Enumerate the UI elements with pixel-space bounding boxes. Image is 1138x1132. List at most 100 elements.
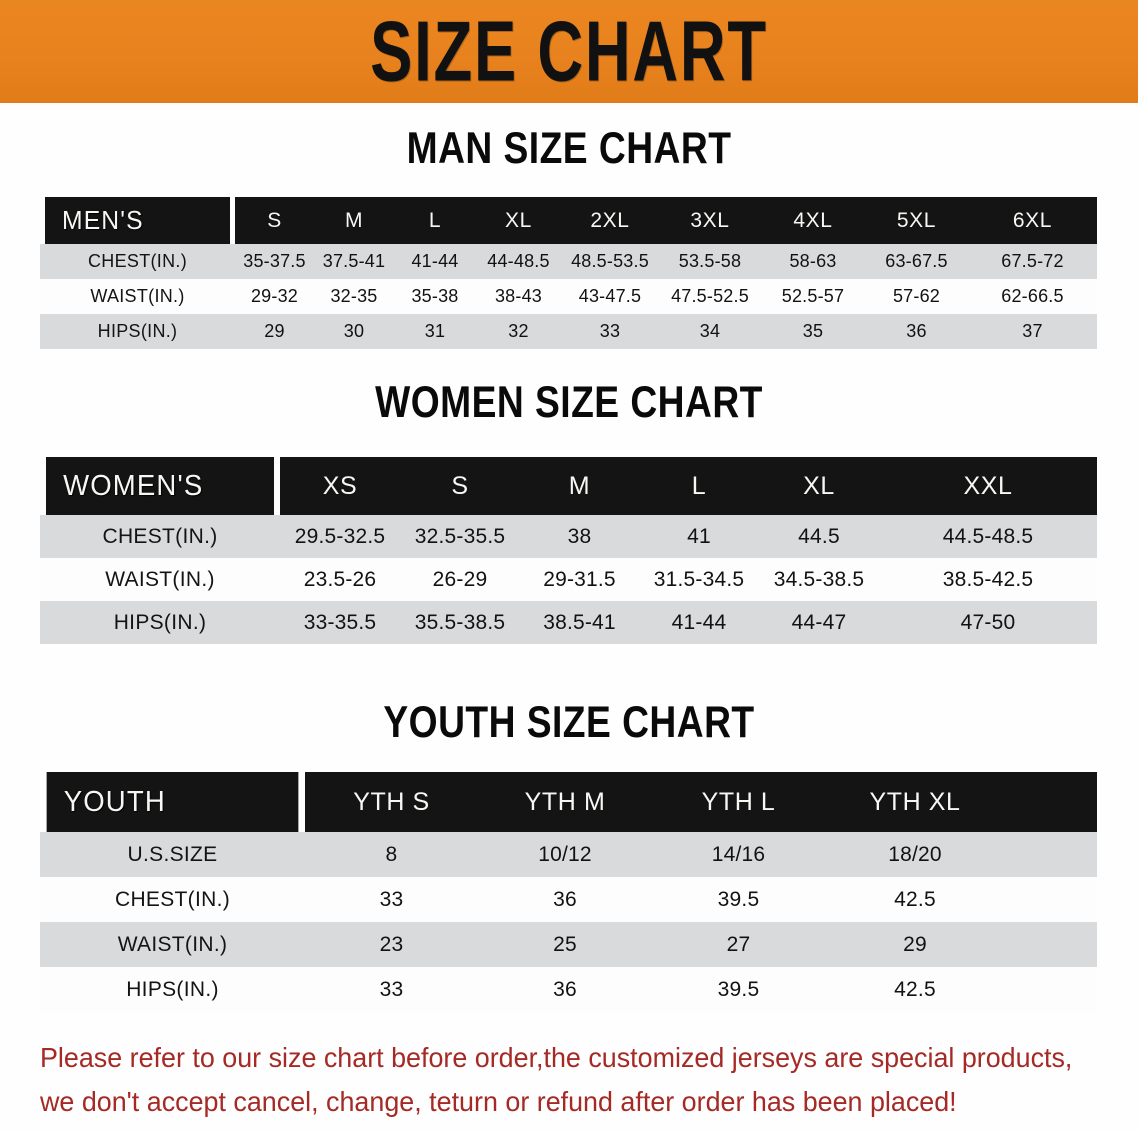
youth-size-col-0: YTH S	[305, 772, 478, 832]
man-cell-2-2: 31	[394, 314, 476, 349]
youth-row-label-3: HIPS(IN.)	[40, 967, 305, 1012]
man-cell-1-2: 35-38	[394, 279, 476, 314]
man-size-col-4: 2XL	[561, 197, 659, 244]
man-section-title: MAN SIZE CHART	[406, 123, 732, 174]
youth-cell-1-3: 42.5	[825, 877, 1005, 922]
youth-row-label-0: U.S.SIZE	[40, 832, 305, 877]
man-size-col-0: S	[235, 197, 314, 244]
man-cell-1-6: 52.5-57	[761, 279, 865, 314]
women-cell-1-0: 23.5-26	[280, 558, 400, 601]
youth-table-header-row: YOUTH YTH S YTH M YTH L YTH XL	[40, 772, 1097, 832]
disclaimer-line-2: we don't accept cancel, change, teturn o…	[40, 1086, 957, 1117]
women-row-label-2: HIPS(IN.)	[40, 601, 280, 644]
man-row-label-0: CHEST(IN.)	[40, 244, 235, 279]
youth-size-col-1: YTH M	[478, 772, 652, 832]
man-cell-0-0: 35-37.5	[235, 244, 314, 279]
man-cell-0-1: 37.5-41	[314, 244, 394, 279]
table-row: CHEST(IN.) 29.5-32.5 32.5-35.5 38 41 44.…	[40, 515, 1097, 558]
disclaimer-line-1: Please refer to our size chart before or…	[40, 1042, 1073, 1073]
man-cell-2-5: 34	[659, 314, 761, 349]
women-size-col-3: L	[639, 457, 759, 515]
youth-size-col-2: YTH L	[652, 772, 825, 832]
women-cell-2-4: 44-47	[759, 601, 879, 644]
youth-header-label: YOUTH	[46, 772, 299, 832]
man-size-table: MEN'S S M L XL 2XL 3XL 4XL 5XL 6XL CHEST…	[40, 197, 1097, 349]
man-row-label-1: WAIST(IN.)	[40, 279, 235, 314]
women-cell-0-4: 44.5	[759, 515, 879, 558]
man-cell-1-0: 29-32	[235, 279, 314, 314]
man-cell-2-6: 35	[761, 314, 865, 349]
youth-cell-3-spacer	[1005, 967, 1097, 1012]
man-cell-2-3: 32	[476, 314, 561, 349]
women-cell-2-3: 41-44	[639, 601, 759, 644]
women-cell-0-1: 32.5-35.5	[400, 515, 520, 558]
man-cell-0-3: 44-48.5	[476, 244, 561, 279]
table-row: CHEST(IN.) 35-37.5 37.5-41 41-44 44-48.5…	[40, 244, 1097, 279]
man-header-label: MEN'S	[44, 197, 231, 244]
man-cell-0-2: 41-44	[394, 244, 476, 279]
youth-cell-2-2: 27	[652, 922, 825, 967]
man-cell-1-3: 38-43	[476, 279, 561, 314]
table-row: HIPS(IN.) 33-35.5 35.5-38.5 38.5-41 41-4…	[40, 601, 1097, 644]
man-row-label-2: HIPS(IN.)	[40, 314, 235, 349]
table-row: HIPS(IN.) 29 30 31 32 33 34 35 36 37	[40, 314, 1097, 349]
women-cell-0-0: 29.5-32.5	[280, 515, 400, 558]
table-row: WAIST(IN.) 23 25 27 29	[40, 922, 1097, 967]
women-size-col-2: M	[520, 457, 639, 515]
table-row: U.S.SIZE 8 10/12 14/16 18/20	[40, 832, 1097, 877]
man-cell-0-7: 63-67.5	[865, 244, 968, 279]
youth-size-table: YOUTH YTH S YTH M YTH L YTH XL U.S.SIZE …	[40, 772, 1097, 1012]
women-table-header-row: WOMEN'S XS S M L XL XXL	[40, 457, 1097, 515]
man-cell-2-7: 36	[865, 314, 968, 349]
youth-cell-0-2: 14/16	[652, 832, 825, 877]
women-cell-2-2: 38.5-41	[520, 601, 639, 644]
women-cell-2-5: 47-50	[879, 601, 1097, 644]
women-row-label-1: WAIST(IN.)	[40, 558, 280, 601]
youth-cell-1-spacer	[1005, 877, 1097, 922]
man-cell-1-8: 62-66.5	[968, 279, 1097, 314]
women-cell-1-5: 38.5-42.5	[879, 558, 1097, 601]
man-cell-0-8: 67.5-72	[968, 244, 1097, 279]
women-section-title: WOMEN SIZE CHART	[375, 377, 763, 428]
man-size-col-3: XL	[476, 197, 561, 244]
youth-cell-3-2: 39.5	[652, 967, 825, 1012]
man-size-col-6: 4XL	[761, 197, 865, 244]
youth-cell-0-0: 8	[305, 832, 478, 877]
table-row: CHEST(IN.) 33 36 39.5 42.5	[40, 877, 1097, 922]
youth-cell-2-1: 25	[478, 922, 652, 967]
women-cell-0-2: 38	[520, 515, 639, 558]
man-size-col-8: 6XL	[968, 197, 1097, 244]
man-cell-1-5: 47.5-52.5	[659, 279, 761, 314]
women-size-col-1: S	[400, 457, 520, 515]
women-cell-1-3: 31.5-34.5	[639, 558, 759, 601]
women-size-table: WOMEN'S XS S M L XL XXL CHEST(IN.) 29.5-…	[40, 457, 1097, 644]
disclaimer-note: Please refer to our size chart before or…	[40, 1036, 1073, 1124]
youth-size-col-3: YTH XL	[825, 772, 1005, 832]
man-size-col-5: 3XL	[659, 197, 761, 244]
youth-cell-3-1: 36	[478, 967, 652, 1012]
man-size-col-1: M	[314, 197, 394, 244]
table-row: HIPS(IN.) 33 36 39.5 42.5	[40, 967, 1097, 1012]
man-cell-2-0: 29	[235, 314, 314, 349]
page-banner: SIZE CHART	[0, 0, 1138, 103]
youth-cell-1-0: 33	[305, 877, 478, 922]
man-cell-1-7: 57-62	[865, 279, 968, 314]
youth-cell-1-1: 36	[478, 877, 652, 922]
youth-row-label-1: CHEST(IN.)	[40, 877, 305, 922]
youth-cell-0-1: 10/12	[478, 832, 652, 877]
women-size-col-0: XS	[280, 457, 400, 515]
man-table-header-row: MEN'S S M L XL 2XL 3XL 4XL 5XL 6XL	[40, 197, 1097, 244]
man-cell-1-1: 32-35	[314, 279, 394, 314]
man-size-col-7: 5XL	[865, 197, 968, 244]
women-cell-1-4: 34.5-38.5	[759, 558, 879, 601]
women-header-label: WOMEN'S	[46, 457, 274, 515]
youth-cell-2-3: 29	[825, 922, 1005, 967]
youth-cell-3-3: 42.5	[825, 967, 1005, 1012]
youth-cell-2-0: 23	[305, 922, 478, 967]
man-cell-0-6: 58-63	[761, 244, 865, 279]
man-cell-2-4: 33	[561, 314, 659, 349]
man-cell-2-1: 30	[314, 314, 394, 349]
youth-cell-3-0: 33	[305, 967, 478, 1012]
youth-cell-1-2: 39.5	[652, 877, 825, 922]
